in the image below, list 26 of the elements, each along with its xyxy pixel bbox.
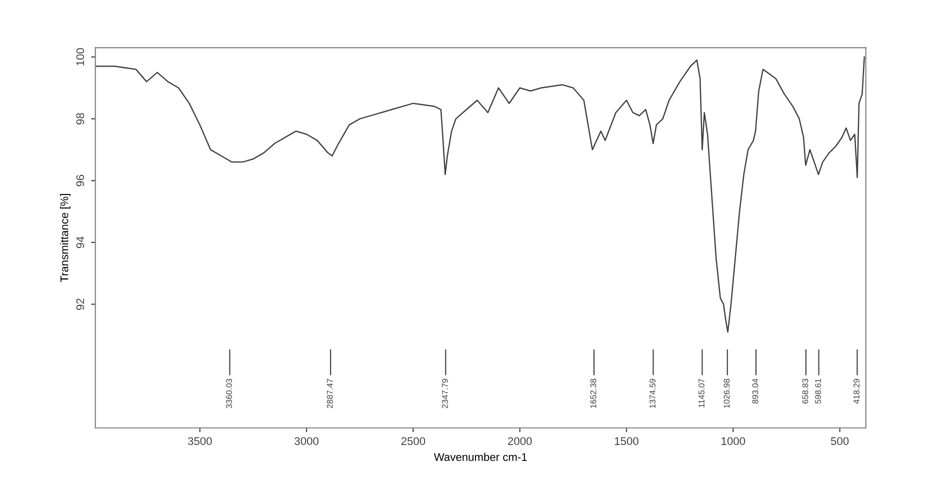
x-tick-label: 3500 bbox=[188, 437, 212, 446]
y-tick-label: 98 bbox=[76, 113, 84, 124]
annotation: 1652.38 bbox=[590, 378, 596, 408]
annotation: 1374.59 bbox=[650, 378, 656, 408]
annotation: 658.83 bbox=[802, 378, 808, 404]
x-tick-label: 2500 bbox=[401, 437, 426, 446]
x-tick-label: 500 bbox=[830, 437, 849, 446]
annotation: 893.04 bbox=[752, 378, 758, 404]
y-tick-label: 96 bbox=[76, 174, 84, 186]
annotation: 1145.07 bbox=[698, 378, 704, 408]
annotation: 418.29 bbox=[854, 378, 860, 404]
annotation: 2887.47 bbox=[326, 378, 333, 408]
annotation: 598.61 bbox=[815, 378, 821, 404]
y-axis-title: Transmittance [%] bbox=[60, 194, 70, 282]
line-series bbox=[95, 56, 865, 333]
x-tick-label: 3000 bbox=[294, 437, 318, 446]
x-axis-title: Wavenumber cm-1 bbox=[434, 452, 527, 461]
x-tick-label: 1500 bbox=[614, 437, 638, 446]
x-tick-label: 1000 bbox=[722, 437, 746, 446]
y-tick-label: 94 bbox=[76, 236, 84, 248]
y-tick-label: 100 bbox=[76, 48, 84, 66]
y-tick-label: 92 bbox=[76, 298, 84, 310]
annotation: 2347.79 bbox=[442, 378, 448, 408]
x-tick-label: 2000 bbox=[508, 437, 532, 446]
annotation: 1026.98 bbox=[724, 378, 730, 408]
annotation: 3360.03 bbox=[226, 378, 232, 408]
